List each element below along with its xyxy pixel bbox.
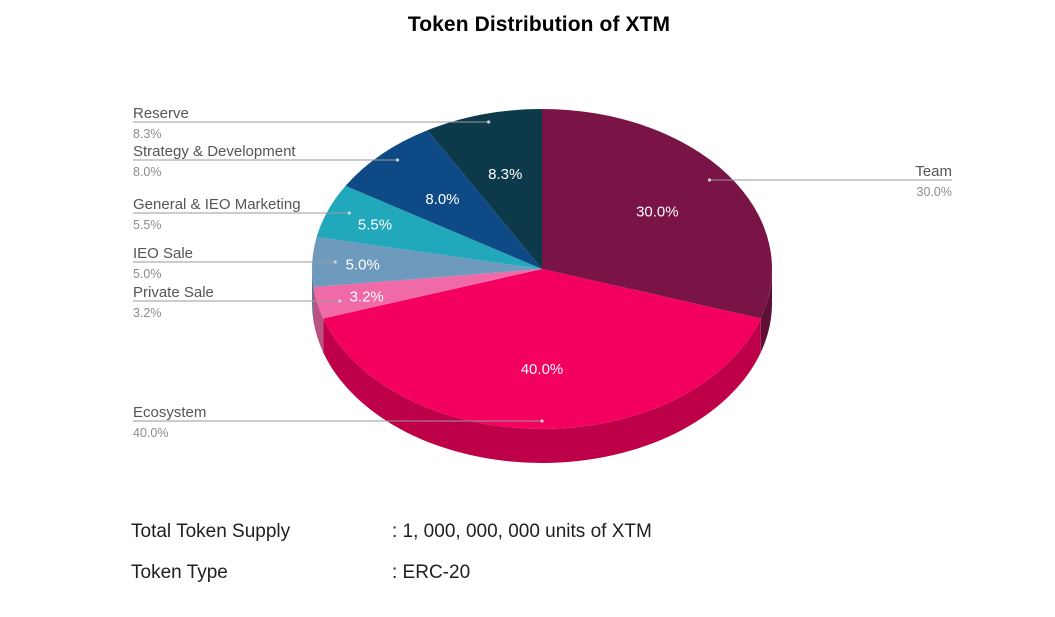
callout-percent-general-ieo-marketing: 5.5% [133, 218, 162, 232]
callout-dot-reserve [487, 120, 491, 124]
callout-percent-private-sale: 3.2% [133, 306, 162, 320]
pie-slice-reserve [427, 109, 542, 269]
pie-slice-team [542, 109, 772, 319]
callout-dot-ecosystem [540, 419, 544, 423]
slice-value-label-team: 30.0% [636, 204, 679, 221]
pie-slice-ieo-sale [312, 237, 542, 288]
pie-side-ecosystem [323, 318, 761, 463]
callout-dot-private-sale [338, 299, 342, 303]
callout-dot-strategy-development [395, 158, 400, 162]
callout-name-private-sale: Private Sale [133, 284, 214, 301]
pie-side-ieo-sale [312, 269, 314, 322]
callout-percent-ieo-sale: 5.0% [133, 267, 162, 281]
slice-value-label-ieo-sale: 5.0% [346, 257, 380, 274]
callout-name-general-ieo-marketing: General & IEO Marketing [133, 196, 301, 213]
chart-title: Token Distribution of XTM [407, 13, 671, 36]
callout-name-reserve: Reserve [133, 105, 189, 122]
pie-slice-ecosystem [323, 269, 761, 429]
callout-name-team: Team [915, 163, 952, 180]
info-value-type: : ERC-20 [392, 562, 471, 583]
slice-value-label-private-sale: 3.2% [350, 288, 384, 305]
info-label-type: Token Type [131, 562, 228, 583]
pie-slice-strategy-development [345, 130, 542, 269]
slice-value-label-general-ieo-marketing: 5.5% [358, 216, 392, 233]
info-value-supply: : 1, 000, 000, 000 units of XTM [392, 521, 652, 542]
callout-percent-team: 30.0% [917, 185, 952, 199]
info-label-supply: Total Token Supply [131, 521, 291, 542]
pie-slice-general-ieo-marketing [316, 185, 542, 269]
pie-slice-private-sale [313, 269, 542, 319]
pie-side-team [760, 269, 772, 353]
callout-percent-reserve: 8.3% [133, 127, 162, 141]
callout-name-ieo-sale: IEO Sale [133, 245, 193, 262]
callout-dot-general-ieo-marketing [347, 211, 351, 215]
callout-percent-ecosystem: 40.0% [133, 426, 168, 440]
slice-value-label-strategy-development: 8.0% [425, 191, 459, 208]
callout-dot-ieo-sale [333, 260, 337, 264]
slice-value-label-ecosystem: 40.0% [521, 361, 564, 378]
callout-name-strategy-development: Strategy & Development [133, 143, 296, 160]
callout-name-ecosystem: Ecosystem [133, 404, 206, 421]
pie-side-private-sale [313, 287, 324, 353]
slice-value-label-reserve: 8.3% [488, 166, 522, 183]
callout-dot-team [707, 178, 712, 182]
callout-percent-strategy-development: 8.0% [133, 165, 162, 179]
